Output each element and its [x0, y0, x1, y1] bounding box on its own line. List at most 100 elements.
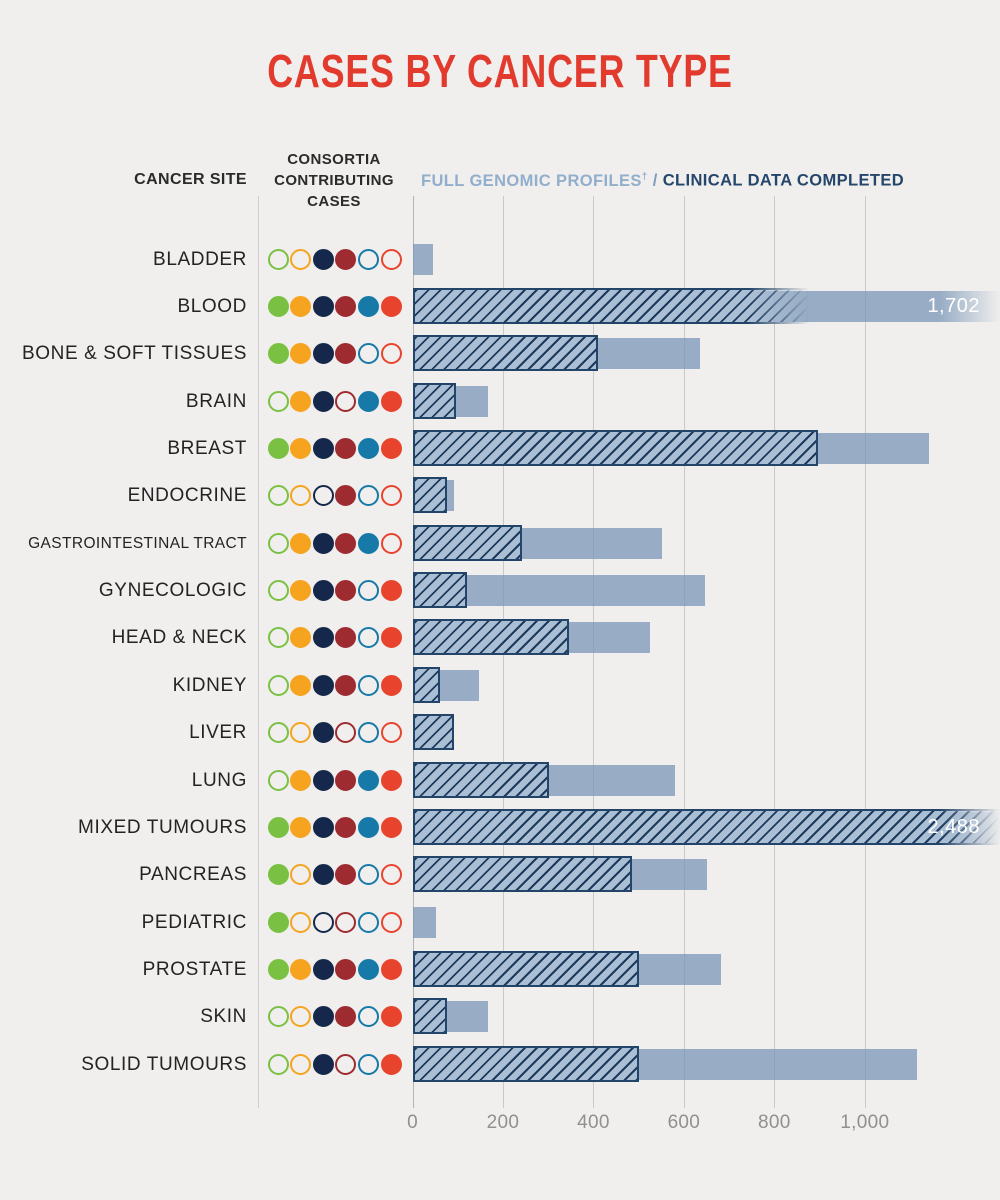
clinical-data-completed-bar	[413, 951, 640, 988]
consortia-dot-filled-3	[312, 864, 334, 886]
consortia-dot-filled-2	[290, 959, 312, 981]
chart-row: LUNG	[0, 757, 1000, 804]
consortia-dot-filled-3	[312, 295, 334, 317]
cancer-site-label: LUNG	[191, 769, 247, 791]
chart-row: HEAD & NECK	[0, 614, 1000, 661]
clinical-data-completed-bar	[413, 619, 570, 656]
consortia-dot-filled-1	[267, 343, 289, 365]
consortia-dot-filled-2	[290, 674, 312, 696]
consortia-dot-filled-3	[312, 816, 334, 838]
cancer-site-label: PEDIATRIC	[141, 911, 247, 933]
consortia-dot-outline-4	[335, 390, 357, 412]
consortia-dot-filled-2	[290, 769, 312, 791]
consortia-dot-filled-6	[380, 437, 402, 459]
consortia-dot-outline-3	[312, 485, 334, 507]
consortia-dot-outline-1	[267, 390, 289, 412]
chart-row: PANCREAS	[0, 851, 1000, 898]
consortia-dot-outline-2	[290, 248, 312, 270]
consortia-header-line2: CONTRIBUTING	[274, 172, 394, 189]
x-tick-label-200: 200	[486, 1112, 520, 1133]
consortia-dot-filled-4	[335, 627, 357, 649]
consortia-dot-filled-2	[290, 390, 312, 412]
consortia-dot-filled-6	[380, 816, 402, 838]
consortia-dot-filled-3	[312, 722, 334, 744]
consortia-dot-filled-3	[312, 532, 334, 554]
gridline-1000	[864, 196, 866, 1108]
cancer-site-label: PROSTATE	[142, 959, 247, 981]
clinical-data-completed-bar	[413, 808, 1000, 845]
consortia-dot-filled-4	[335, 674, 357, 696]
cancer-site-label: LIVER	[189, 722, 247, 744]
cancer-site-label: BONE & SOFT TISSUES	[21, 343, 247, 365]
consortia-dot-filled-3	[312, 959, 334, 981]
consortia-dot-outline-5	[358, 580, 379, 602]
clinical-data-completed-bar	[413, 572, 468, 609]
consortia-dot-filled-4	[335, 1006, 357, 1028]
chart-row: BRAIN	[0, 378, 1000, 425]
consortia-dot-outline-2	[290, 1006, 312, 1028]
consortia-dot-outline-6	[380, 911, 402, 933]
label-column-separator-line	[258, 196, 259, 1108]
consortia-dot-outline-1	[267, 532, 289, 554]
consortia-dot-filled-5	[358, 390, 379, 412]
consortia-dot-filled-5	[358, 532, 379, 554]
consortia-dot-outline-5	[358, 248, 379, 270]
consortia-dot-outline-1	[267, 1006, 289, 1028]
consortia-dot-outline-1	[267, 1053, 289, 1075]
cancer-site-column-header: CANCER SITE	[134, 171, 247, 188]
consortia-dot-filled-4	[335, 816, 357, 838]
consortia-dot-filled-2	[290, 295, 312, 317]
consortia-dot-filled-6	[380, 295, 402, 317]
consortia-dot-outline-5	[358, 627, 379, 649]
clinical-data-completed-bar	[413, 666, 441, 703]
consortia-header-line1: CONSORTIA	[287, 151, 381, 168]
chart-title: CASES BY CANCER TYPE	[267, 45, 733, 97]
consortia-dot-filled-6	[380, 1053, 402, 1075]
x-tick-label-800: 800	[758, 1112, 791, 1133]
cancer-site-label: KIDNEY	[172, 674, 247, 696]
consortia-dot-outline-2	[290, 1053, 312, 1075]
consortia-dot-outline-6	[380, 485, 402, 507]
chart-row: BONE & SOFT TISSUES	[0, 330, 1000, 377]
bar-value-label: 1,702	[927, 294, 980, 317]
consortia-dot-filled-6	[380, 769, 402, 791]
cancer-site-label: BLADDER	[153, 248, 247, 270]
consortia-dot-filled-2	[290, 580, 312, 602]
clinical-data-completed-bar	[413, 998, 447, 1035]
chart-row: SOLID TUMOURS	[0, 1041, 1000, 1088]
consortia-dot-outline-2	[290, 911, 312, 933]
clinical-data-completed-bar	[413, 524, 522, 561]
chart-row: SKIN	[0, 993, 1000, 1040]
chart-row: BLOOD 1,702	[0, 283, 1000, 330]
clinical-data-completed-header: CLINICAL DATA COMPLETED	[662, 171, 905, 190]
consortia-dot-filled-4	[335, 769, 357, 791]
consortia-dot-outline-2	[290, 485, 312, 507]
cancer-site-label: MIXED TUMOURS	[78, 816, 247, 838]
consortia-dot-outline-1	[267, 769, 289, 791]
consortia-dot-outline-6	[380, 532, 402, 554]
consortia-dot-filled-4	[335, 437, 357, 459]
chart-row: PEDIATRIC	[0, 899, 1000, 946]
gridline-800	[774, 196, 776, 1108]
consortia-dot-outline-5	[358, 911, 379, 933]
chart-row: MIXED TUMOURS 2,488	[0, 804, 1000, 851]
consortia-dot-filled-3	[312, 390, 334, 412]
consortia-column-header: CONSORTIA CONTRIBUTING CASES	[260, 149, 408, 212]
consortia-dot-filled-4	[335, 580, 357, 602]
consortia-dot-filled-2	[290, 343, 312, 365]
chart-row: BREAST	[0, 425, 1000, 472]
consortia-dot-filled-2	[290, 627, 312, 649]
consortia-header-line3: CASES	[307, 193, 361, 210]
dagger-footnote-mark: †	[641, 171, 648, 182]
header-separator: /	[647, 171, 663, 190]
consortia-dot-outline-6	[380, 343, 402, 365]
consortia-dot-outline-6	[380, 864, 402, 886]
clinical-data-completed-bar	[413, 287, 809, 324]
clinical-data-completed-bar	[413, 1045, 640, 1082]
consortia-dot-outline-1	[267, 627, 289, 649]
consortia-dot-filled-3	[312, 674, 334, 696]
consortia-dot-filled-6	[380, 674, 402, 696]
consortia-dot-filled-3	[312, 627, 334, 649]
consortia-dot-outline-1	[267, 248, 289, 270]
consortia-dot-outline-5	[358, 864, 379, 886]
